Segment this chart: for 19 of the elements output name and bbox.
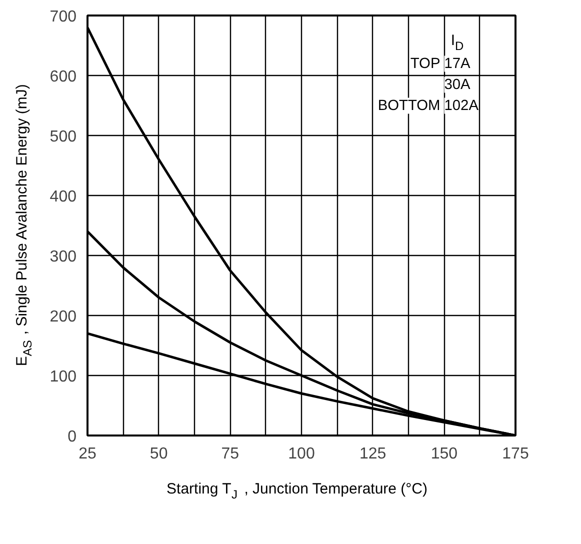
annotation: BOTTOM 102A [378, 98, 479, 114]
y-tick-label: 500 [50, 128, 77, 146]
x-tick-label: 150 [430, 446, 458, 462]
x-tick-label: 175 [502, 446, 529, 462]
y-tick-label: 100 [50, 368, 77, 386]
y-tick-label: 700 [50, 8, 77, 26]
y-tick-label: 400 [50, 188, 77, 206]
x-tick-label: 50 [150, 446, 168, 462]
x-tick-label: 100 [288, 446, 315, 462]
y-tick-label: 300 [50, 248, 77, 266]
y-axis-title: EAS , Single Pulse Avalanche Energy (mJ) [14, 84, 34, 366]
y-tick-label: 0 [68, 428, 77, 446]
x-tick-label: 125 [359, 446, 386, 462]
annotation: TOP 17A [410, 56, 471, 72]
x-tick-label: 25 [78, 446, 96, 462]
y-tick-label: 200 [50, 308, 77, 326]
annotation: 30A [444, 76, 471, 93]
x-tick-label: 75 [221, 446, 240, 462]
y-tick-label: 600 [50, 68, 77, 86]
